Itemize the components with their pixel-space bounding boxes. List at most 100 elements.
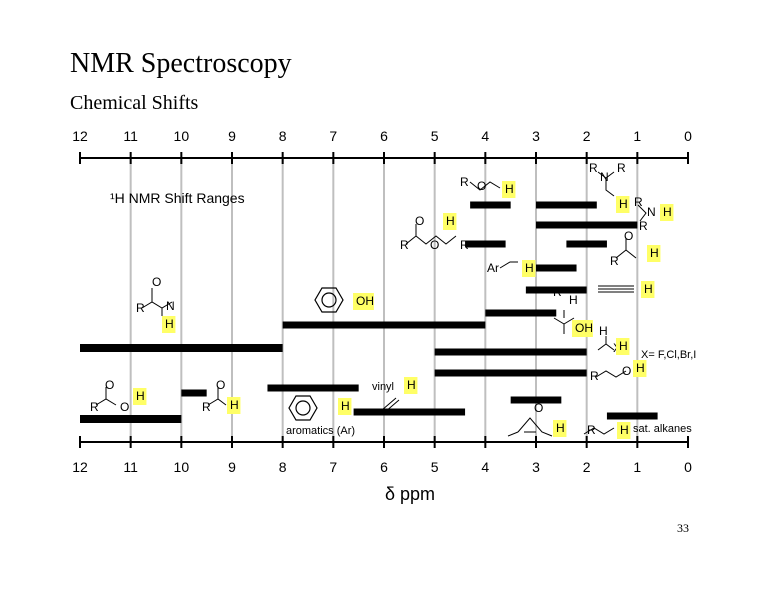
highlight-box <box>641 281 655 298</box>
structure-label-text: O <box>105 378 114 392</box>
highlight-box <box>616 338 630 355</box>
shift-range-bar <box>80 415 182 423</box>
highlight-box <box>162 316 176 333</box>
highlight-box <box>660 204 674 221</box>
structure-label: O <box>622 364 631 378</box>
slide-subtitle: Chemical Shifts <box>70 92 199 114</box>
highlighted-h-label: H <box>338 398 352 415</box>
top-tick-label: 1 <box>633 128 641 144</box>
shift-range-bar <box>267 384 359 392</box>
highlighted-h-label: H <box>633 360 647 377</box>
structure-label: R <box>589 161 598 175</box>
highlight-box <box>353 293 374 310</box>
slide-title: NMR Spectroscopy <box>70 48 292 79</box>
structure-label-text: vinyl <box>372 381 394 393</box>
structure-label-text: O <box>415 214 424 228</box>
bottom-tick-label: 12 <box>72 459 88 475</box>
structure-label: O <box>430 238 439 252</box>
structure-label: R <box>460 238 469 252</box>
highlighted-h-label: H <box>522 260 536 277</box>
shift-range-bar <box>536 221 638 229</box>
alcohol-sketch <box>553 310 575 334</box>
top-tick-label: 10 <box>174 128 190 144</box>
structure-label-text: R <box>460 175 469 189</box>
ester-sketch <box>405 224 457 245</box>
structure-label: aromatics (Ar) <box>286 425 355 437</box>
top-tick-label: 12 <box>72 128 88 144</box>
amine2-sketch <box>637 204 647 222</box>
structure-label-text: H <box>599 324 608 338</box>
structure-label-text: H <box>644 282 653 296</box>
highlight-box <box>553 420 567 437</box>
structure-label: N <box>166 299 175 313</box>
top-tick-label: 9 <box>228 128 236 144</box>
highlighted-h-label: H <box>616 196 630 213</box>
ether2-sketch <box>595 370 627 378</box>
highlight-box <box>502 181 516 198</box>
structure-label: vinyl <box>372 381 394 393</box>
bottom-tick-label: 8 <box>279 459 287 475</box>
highlight-box <box>633 360 647 377</box>
shift-range-bar <box>465 240 506 248</box>
highlighted-h-label: H <box>616 338 630 355</box>
highlighted-h-label: H <box>502 181 516 198</box>
alkyne-sketch <box>598 285 634 293</box>
structure-label: O <box>534 401 543 415</box>
aldehyde-sketch <box>207 387 227 406</box>
shift-range-bar <box>536 201 597 209</box>
highlighted-h-label: H <box>443 213 457 230</box>
structure-label: O <box>624 229 633 243</box>
structure-label: H <box>599 324 608 338</box>
highlight-box <box>443 213 457 230</box>
structure-label-text: R <box>589 161 598 175</box>
shift-range-bar <box>434 348 587 356</box>
structure-label-text: N <box>647 205 656 219</box>
structure-label-text: OH <box>356 294 374 308</box>
highlight-box <box>572 320 593 337</box>
shift-range-bar <box>353 408 466 416</box>
highlight-box <box>522 260 536 277</box>
highlighted-h-label: H <box>404 377 418 394</box>
highlight-box <box>647 245 661 262</box>
structure-label-text: O <box>477 179 486 193</box>
structure-label-text: H <box>556 421 565 435</box>
structure-label-text: sat. alkanes <box>633 423 692 435</box>
structure-label-text: R <box>136 301 145 315</box>
benzene-aromatic <box>288 395 318 421</box>
highlight-box <box>616 196 630 213</box>
bottom-tick-label: 4 <box>481 459 489 475</box>
bottom-tick-label: 1 <box>633 459 641 475</box>
structure-label: O <box>477 179 486 193</box>
highlight-box <box>133 388 147 405</box>
highlighted-h-label: OH <box>572 320 593 337</box>
structure-label-text: H <box>619 339 628 353</box>
highlight-box <box>338 398 352 415</box>
structure-label-text: H <box>407 378 416 392</box>
structure-label: O <box>120 400 129 414</box>
structure-label: R <box>553 285 562 299</box>
structure-label-text: R <box>460 238 469 252</box>
highlight-box <box>404 377 418 394</box>
ether-sketch <box>469 181 501 191</box>
highlighted-h-label: H <box>133 388 147 405</box>
chart-title: ¹H NMR Shift Ranges <box>110 190 245 206</box>
shift-range-bar <box>510 396 562 404</box>
acid-sketch <box>95 387 117 406</box>
highlighted-h-label: H <box>227 397 241 414</box>
shift-range-bar <box>434 369 587 377</box>
top-tick-label: 0 <box>684 128 692 144</box>
structure-label-text: H <box>620 423 629 437</box>
shift-range-bar <box>470 201 511 209</box>
bottom-tick-label: 2 <box>583 459 591 475</box>
structure-label: O <box>415 214 424 228</box>
structure-label: sat. alkanes <box>633 423 692 435</box>
top-tick-label: 7 <box>329 128 337 144</box>
structure-label: O <box>105 378 114 392</box>
structure-label-text: O <box>120 400 129 414</box>
structure-label-text: O <box>216 378 225 392</box>
structure-label: R <box>634 195 643 209</box>
shift-range-bar <box>80 344 283 352</box>
highlighted-h-label: H <box>162 316 176 333</box>
